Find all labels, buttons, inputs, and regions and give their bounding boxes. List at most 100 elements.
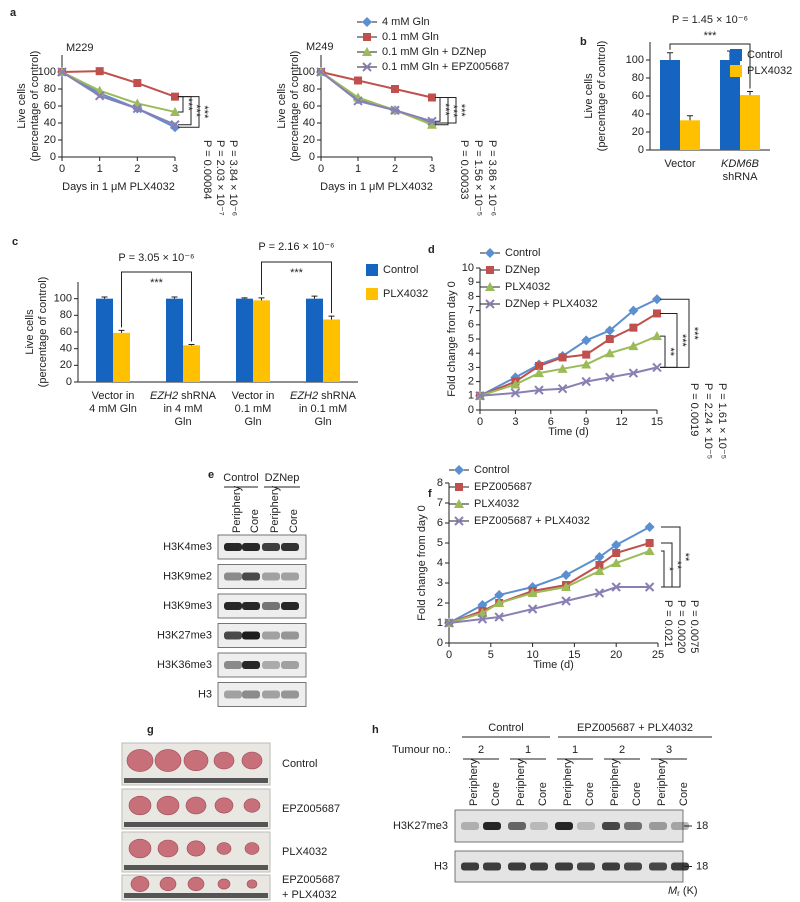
error-bar (687, 115, 693, 121)
tumour (185, 796, 207, 815)
tumour (156, 795, 180, 816)
tumour (157, 839, 179, 858)
band (555, 822, 573, 830)
marker (652, 331, 662, 341)
marker (645, 539, 654, 547)
x-tick-label: 1 (97, 163, 103, 175)
y-axis-label: Live cells (24, 309, 36, 355)
bar (680, 120, 700, 150)
marker (57, 67, 67, 77)
marker (477, 614, 488, 624)
band (224, 572, 242, 581)
series-line (320, 71, 433, 126)
tumour (128, 795, 152, 816)
bar (323, 319, 340, 382)
marker (594, 566, 605, 575)
bar (660, 60, 680, 150)
y-tick-label: 0 (50, 151, 56, 163)
x-tick-label: in 0.1 mM (299, 403, 347, 415)
band (262, 690, 280, 699)
tumour (183, 749, 209, 771)
significance-stars: *** (290, 267, 304, 279)
marker (605, 335, 614, 343)
y-tick-label: 20 (60, 359, 72, 371)
x-tick-label: in 4 mM (163, 403, 202, 415)
marker (594, 552, 605, 562)
marker (354, 76, 362, 85)
y-tick-label: 0 (437, 637, 443, 649)
bar (236, 298, 253, 382)
row-label: EPZ005687 (282, 874, 340, 886)
x-tick-label: 20 (610, 649, 622, 661)
tumour (130, 876, 150, 892)
error-bar (118, 329, 125, 333)
marker (510, 379, 521, 389)
marker (628, 368, 639, 378)
y-axis-label: Live cells (276, 83, 288, 129)
error-bar (747, 91, 753, 96)
y-tick-label: 6 (468, 319, 474, 331)
p-value: P = 2.16 × 10⁻⁶ (258, 241, 334, 253)
panel-letter: e (208, 469, 214, 481)
marker (353, 96, 363, 106)
marker (644, 582, 655, 592)
tumour (126, 749, 154, 772)
marker (94, 91, 105, 101)
x-tick-label: 3 (172, 163, 178, 175)
label-part: EZH2 (290, 390, 318, 402)
legend-label: PLX4032 (383, 288, 428, 300)
marker (494, 598, 505, 607)
x-tick-label: 6 (548, 416, 554, 428)
row-label: Control (282, 758, 317, 770)
p-value: P = 0.0020 (675, 600, 687, 653)
marker (581, 376, 591, 387)
bar (720, 60, 740, 150)
marker (133, 79, 142, 88)
tumour (243, 798, 261, 813)
y-tick-label: 60 (60, 326, 72, 338)
significance-stars: ** (671, 561, 683, 570)
y-tick-label: 2 (437, 597, 443, 609)
band (530, 822, 548, 830)
x-axis-label: Time (d) (548, 426, 589, 438)
y-tick-label: 8 (468, 290, 474, 302)
marker (558, 353, 567, 362)
error-bar (667, 52, 673, 60)
p-value: P = 3.86 × 10⁻⁶ (486, 140, 498, 216)
x-tick-label: 0 (318, 163, 324, 175)
blot-strip (217, 564, 307, 589)
bar (253, 300, 270, 382)
significance-stars: *** (455, 104, 467, 118)
significance-stars: *** (676, 334, 688, 348)
bar (96, 298, 113, 382)
band (671, 862, 689, 871)
p-value: P = 0.021 (662, 600, 674, 647)
y-tick-label: 0 (468, 404, 474, 416)
marker (475, 391, 485, 401)
marker (477, 608, 488, 617)
marker (363, 33, 371, 41)
row-label: H3 (198, 688, 212, 700)
marker (534, 385, 544, 395)
y-tick-label: 40 (60, 343, 72, 355)
group-label: Control (488, 722, 523, 734)
p-value: P = 3.05 × 10⁻⁶ (118, 252, 194, 264)
x-tick-label: 0 (477, 416, 483, 428)
y-tick-label: 40 (44, 117, 56, 129)
chart-title: M249 (306, 41, 334, 53)
y-tick-label: 7 (437, 497, 443, 509)
bar (183, 345, 200, 382)
series-line (479, 366, 658, 397)
marker (362, 47, 372, 56)
lane-label: Periphery (562, 758, 574, 806)
series-line (61, 71, 176, 113)
band (602, 822, 620, 830)
marker (628, 341, 639, 351)
marker (561, 596, 571, 606)
tumour-number: 3 (666, 744, 672, 756)
marker (427, 116, 437, 127)
band (262, 631, 280, 640)
marker (557, 363, 568, 373)
significance-stars: *** (150, 277, 164, 289)
marker (171, 92, 179, 101)
